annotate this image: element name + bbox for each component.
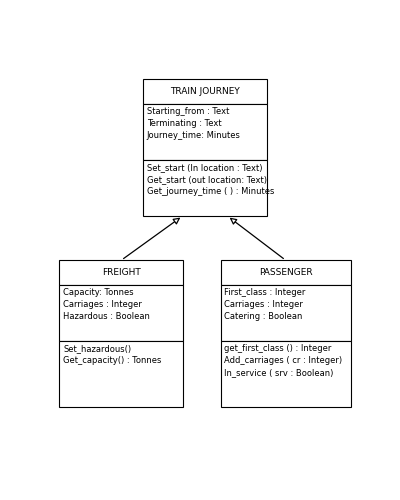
Bar bbox=[59, 285, 183, 341]
Text: Capacity: Tonnes
Carriages : Integer
Hazardous : Boolean: Capacity: Tonnes Carriages : Integer Haz… bbox=[63, 288, 150, 321]
Text: PASSENGER: PASSENGER bbox=[259, 268, 312, 277]
Text: Starting_from : Text
Terminating : Text
Journey_time: Minutes: Starting_from : Text Terminating : Text … bbox=[147, 108, 240, 140]
Bar bbox=[143, 160, 267, 216]
Bar bbox=[59, 260, 183, 285]
Bar bbox=[220, 341, 351, 406]
Bar bbox=[220, 260, 351, 285]
Text: First_class : Integer
Carriages : Integer
Catering : Boolean: First_class : Integer Carriages : Intege… bbox=[224, 288, 306, 321]
Text: TRAIN JOURNEY: TRAIN JOURNEY bbox=[170, 88, 240, 96]
Bar bbox=[59, 341, 183, 406]
Bar bbox=[143, 79, 267, 104]
Bar bbox=[143, 104, 267, 160]
Text: FREIGHT: FREIGHT bbox=[102, 268, 141, 277]
Text: Set_start (In location : Text)
Get_start (out location: Text)
Get_journey_time (: Set_start (In location : Text) Get_start… bbox=[147, 163, 274, 196]
Text: Set_hazardous()
Get_capacity() : Tonnes: Set_hazardous() Get_capacity() : Tonnes bbox=[63, 344, 161, 365]
Text: get_first_class () : Integer
Add_carriages ( cr : Integer)
In_service ( srv : Bo: get_first_class () : Integer Add_carriag… bbox=[224, 344, 342, 376]
Bar bbox=[220, 285, 351, 341]
